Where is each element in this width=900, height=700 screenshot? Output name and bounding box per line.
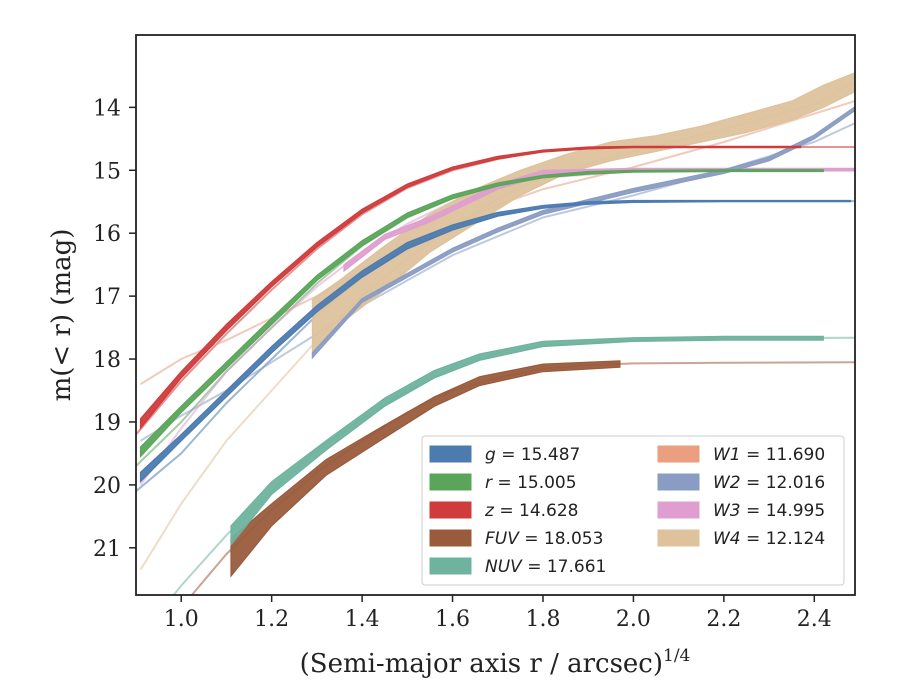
legend-label-equals: = xyxy=(494,501,519,521)
legend-label-equals: = xyxy=(496,445,521,465)
legend-label: FUV = 18.053 xyxy=(485,529,603,549)
legend-label-value: 15.005 xyxy=(517,473,576,493)
legend-swatch-g xyxy=(429,445,472,463)
x-tick-label: 1.4 xyxy=(345,607,380,632)
legend-label-value: 14.628 xyxy=(519,501,578,521)
legend-label: z = 14.628 xyxy=(484,501,578,521)
x-tick-label: 2.2 xyxy=(706,607,741,632)
legend-label-var: g xyxy=(485,445,496,465)
legend-label-var: W2 xyxy=(713,473,741,493)
band-w3 xyxy=(343,167,855,273)
measured-profile-bands xyxy=(139,72,855,578)
legend-label: g = 15.487 xyxy=(485,445,580,465)
legend-label-var: FUV xyxy=(485,529,520,549)
y-tick-label: 20 xyxy=(93,474,121,499)
y-axis-ticks: 14 15 16 17 18 19 20 21 xyxy=(93,96,136,562)
legend-swatch-w2 xyxy=(657,473,700,491)
legend-label: NUV = 17.661 xyxy=(485,557,606,577)
y-tick-label: 18 xyxy=(93,348,121,373)
legend-label-value: 17.661 xyxy=(547,557,606,577)
y-tick-label: 19 xyxy=(93,411,121,436)
legend-swatch-r xyxy=(429,473,472,491)
x-tick-label: 2.0 xyxy=(616,607,651,632)
legend-swatch-fuv xyxy=(429,529,472,547)
x-tick-label: 1.0 xyxy=(164,607,199,632)
legend-label-var: W3 xyxy=(713,501,741,521)
legend-label: r = 15.005 xyxy=(485,473,577,493)
legend-label-var: W4 xyxy=(713,529,741,549)
x-tick-label: 1.2 xyxy=(254,607,289,632)
x-tick-label: 1.6 xyxy=(435,607,470,632)
x-axis-ticks: 1.0 1.2 1.4 1.6 1.8 2.0 2.2 2.4 xyxy=(164,595,832,632)
legend-swatch-w3 xyxy=(657,501,700,519)
legend-label-var: r xyxy=(485,473,493,493)
band-w4 xyxy=(311,72,855,355)
legend-swatch-z xyxy=(429,501,472,519)
legend-label-value: 12.016 xyxy=(766,473,825,493)
legend-label-equals: = xyxy=(492,473,517,493)
legend-label-value: 11.690 xyxy=(766,445,825,465)
legend-label-equals: = xyxy=(522,557,547,577)
band-fuv xyxy=(230,360,621,578)
plot-frame xyxy=(135,34,856,596)
legend-label-equals: = xyxy=(741,529,766,549)
legend-label-equals: = xyxy=(741,501,766,521)
legend-box xyxy=(421,435,845,586)
legend-label-var: NUV xyxy=(485,557,523,577)
y-axis-label: m(< r) (mag) xyxy=(47,229,77,402)
legend-label-var: z xyxy=(484,501,495,521)
legend-swatch-w4 xyxy=(657,529,700,547)
y-tick-label: 21 xyxy=(93,537,121,562)
legend-label-equals: = xyxy=(519,529,544,549)
y-tick-label: 17 xyxy=(93,285,121,310)
legend-label-value: 14.995 xyxy=(766,501,825,521)
legend: g = 15.487 r = 15.005 z = 14.628 FUV = 18.0… xyxy=(421,435,845,586)
band-r xyxy=(139,169,824,459)
x-tick-label: 1.8 xyxy=(525,607,560,632)
band-z xyxy=(139,145,802,430)
legend-label-var: W1 xyxy=(713,445,741,465)
x-axis-label-sup: 1/4 xyxy=(663,646,690,666)
legend-label: W3 = 14.995 xyxy=(713,501,825,521)
legend-label: W1 = 11.690 xyxy=(713,445,825,465)
legend-label-value: 15.487 xyxy=(521,445,580,465)
legend-label-value: 12.124 xyxy=(766,529,825,549)
y-tick-label: 15 xyxy=(93,159,121,184)
y-tick-label: 16 xyxy=(93,222,121,247)
legend-label-value: 18.053 xyxy=(544,529,603,549)
x-axis-label-main: (Semi-major axis r / arcsec) xyxy=(300,649,663,679)
legend-label-equals: = xyxy=(741,473,766,493)
legend-label: W2 = 12.016 xyxy=(713,473,825,493)
x-axis-label: (Semi-major axis r / arcsec)1/4 xyxy=(300,646,691,679)
y-tick-label: 14 xyxy=(93,96,121,121)
legend-label: W4 = 12.124 xyxy=(713,529,825,549)
legend-label-equals: = xyxy=(741,445,766,465)
x-tick-label: 2.4 xyxy=(797,607,832,632)
legend-swatch-nuv xyxy=(429,557,472,575)
band-w2 xyxy=(311,105,855,360)
band-nuv xyxy=(230,335,824,547)
band-g xyxy=(139,199,852,484)
legend-swatch-w1 xyxy=(657,445,700,463)
